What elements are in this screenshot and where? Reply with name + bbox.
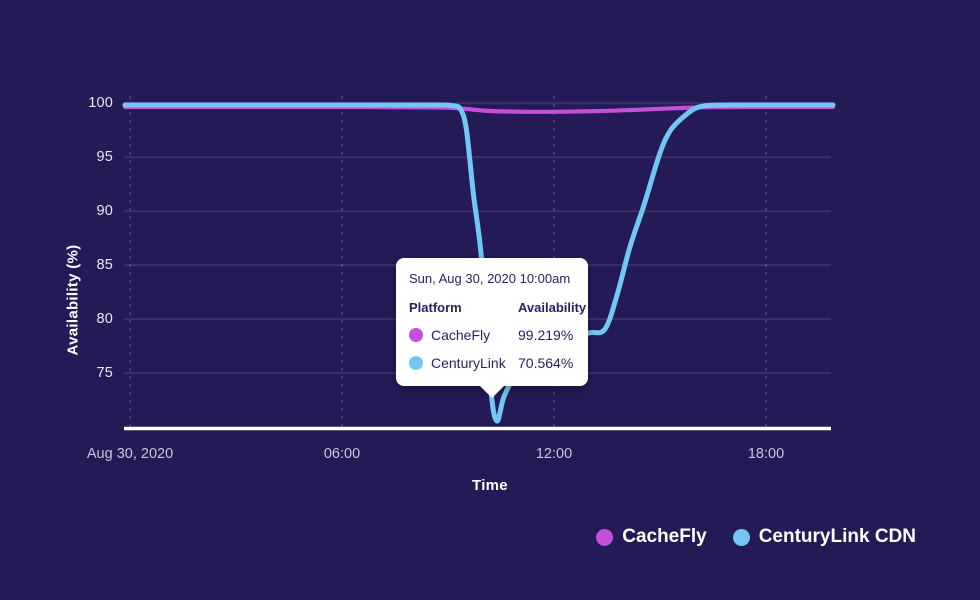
y-tick-95: 95 — [96, 149, 113, 165]
tooltip-centurylink-value: 70.564% — [518, 355, 574, 371]
legend-item-cachefly[interactable]: CacheFly — [596, 526, 707, 548]
cachefly-legend-dot-icon — [596, 528, 614, 546]
y-tick-80: 80 — [96, 311, 113, 327]
legend-label-centurylink: CenturyLink CDN — [758, 526, 916, 547]
y-tick-85: 85 — [96, 257, 113, 273]
tooltip-row-cachefly: CacheFly 99.219% — [409, 327, 574, 343]
legend-item-centurylink[interactable]: CenturyLink CDN — [732, 526, 916, 548]
series-line-cachefly — [122, 104, 836, 114]
cachefly-dot-icon — [409, 328, 423, 342]
legend-label-cachefly: CacheFly — [622, 526, 707, 547]
tooltip-cachefly-value: 99.219% — [518, 327, 574, 343]
centurylink-legend-dot-icon — [732, 528, 750, 546]
hover-tooltip: Sun, Aug 30, 2020 10:00am Platform Avail… — [396, 258, 588, 398]
y-tick-75: 75 — [96, 365, 113, 381]
tooltip-cachefly-name: CacheFly — [431, 327, 491, 343]
x-axis-title: Time — [472, 477, 508, 494]
tooltip-col-availability: Availability — [518, 300, 587, 315]
y-tick-90: 90 — [96, 203, 113, 219]
x-tick-1200: 12:00 — [535, 446, 573, 462]
tooltip-timestamp: Sun, Aug 30, 2020 10:00am — [409, 271, 571, 286]
x-tick-1800: 18:00 — [747, 446, 785, 462]
x-tick-0600: 06:00 — [323, 446, 361, 462]
tooltip-centurylink-name: CenturyLink — [431, 355, 506, 371]
tooltip-row-centurylink: CenturyLink 70.564% — [409, 355, 574, 371]
centurylink-dot-icon — [409, 356, 423, 370]
chart-legend: CacheFly CenturyLink CDN — [596, 526, 916, 548]
x-tick-date: Aug 30, 2020 — [86, 446, 174, 462]
tooltip-col-platform: Platform — [409, 300, 462, 315]
y-tick-100: 100 — [88, 95, 113, 111]
